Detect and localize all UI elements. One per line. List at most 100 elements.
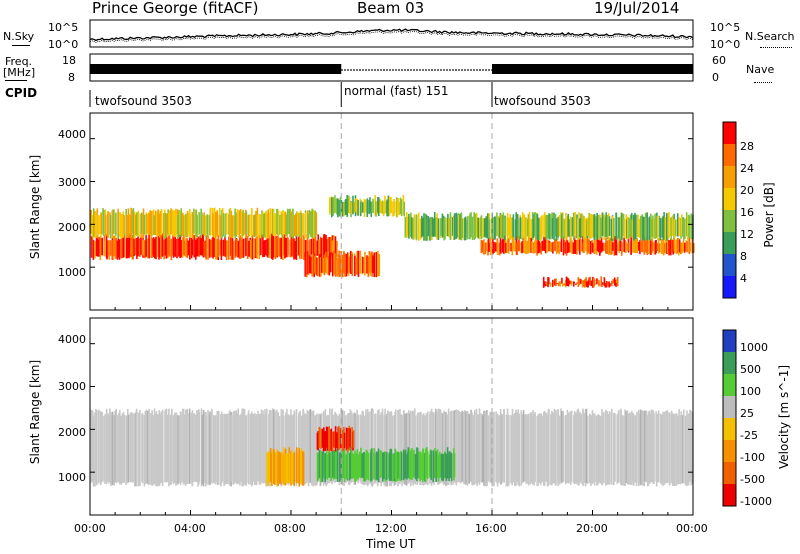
power-heatmap-cell [232,215,234,239]
power-heatmap-cell [608,237,611,254]
power-heatmap-cell [322,257,324,274]
velocity-heatmap-cell [555,410,557,485]
velocity-heatmap-cell [236,412,238,485]
power-heatmap-cell [240,211,243,238]
velocity-heatmap-cell [302,410,305,483]
power-heatmap-cell [392,201,394,217]
power-heatmap-cell [128,214,130,238]
velocity-heatmap-cell [143,415,146,487]
power-heatmap-cell [344,199,347,216]
power-heatmap-cell [474,213,477,239]
velocity-heatmap-cell [517,409,519,486]
power-heatmap-cell [524,235,527,254]
velocity-heatmap-cell [273,409,275,483]
power-heatmap-cell [465,216,467,241]
velocity-heatmap-cell [237,408,239,484]
velocity-heatmap-cell [351,448,353,479]
power-heatmap-cell [459,213,461,240]
power-heatmap-cell [267,238,269,258]
velocity-heatmap-cell [371,448,373,481]
power-heatmap-cell [398,202,400,216]
velocity-heatmap-cell [276,449,278,487]
velocity-heatmap-cell [397,410,400,484]
power-heatmap-cell [315,256,317,275]
power-heatmap-cell [644,236,647,253]
power-heatmap-cell [325,257,328,274]
power-heatmap-cell [635,214,637,239]
power-heatmap-cell [320,238,323,258]
power-heatmap-cell [108,239,111,260]
velocity-heatmap-cell [367,412,370,485]
power-heatmap-cell [594,239,596,254]
power-heatmap-cell [678,217,680,236]
velocity-cb-tick-m25: -25 [740,429,758,442]
velocity-heatmap-cell [483,410,485,486]
velocity-heatmap-cell [511,408,514,483]
power-heatmap-cell [334,195,336,214]
power-heatmap-cell [433,212,436,237]
power-heatmap-cell [667,235,669,253]
power-heatmap-cell [314,255,316,274]
velocity-heatmap-cell [335,414,338,482]
power-heatmap-cell [181,237,184,258]
velocity-heatmap-cell [196,410,198,482]
power-heatmap-cell [600,237,603,253]
power-heatmap-cell [216,214,219,238]
power-heatmap-cell [534,235,537,254]
velocity-heatmap-cell [314,415,316,486]
power-heatmap-cell [373,252,375,278]
velocity-heatmap-cell [160,411,163,483]
power-heatmap-cell [334,236,337,260]
velocity-heatmap-cell [575,412,577,484]
power-heatmap-cell [521,212,524,238]
power-heatmap-cell [144,240,146,259]
power-heatmap-cell [299,234,301,260]
power-heatmap-cell [137,235,139,257]
power-heatmap-cell [111,209,114,239]
velocity-heatmap-cell [121,413,124,483]
power-heatmap-cell [649,239,651,254]
velocity-heatmap-cell [321,451,324,483]
velocity-heatmap-cell [420,411,422,486]
power-heatmap-cell [258,236,261,256]
power-heatmap-cell [573,281,575,284]
power-heatmap-cell [253,239,255,260]
power-heatmap-cell [183,234,185,256]
power-heatmap-cell [332,197,334,216]
power-heatmap-cell [248,240,250,257]
velocity-heatmap-cell [458,411,460,482]
power-heatmap-cell [408,213,410,239]
velocity-heatmap-cell [573,411,576,485]
power-heatmap-cell [222,239,225,256]
velocity-heatmap-cell [496,414,499,487]
velocity-heatmap-cell [410,410,412,487]
power-heatmap-cell [441,213,444,238]
power-heatmap-cell [606,240,608,254]
velocity-heatmap-cell [291,450,293,484]
power-heatmap-cell [549,242,552,252]
power-heatmap-cell [229,208,232,238]
velocity-heatmap-cell [311,410,313,486]
velocity-heatmap-cell [424,415,426,485]
colorbar-frame [722,121,737,299]
power-heatmap-cell [543,236,545,251]
velocity-heatmap-cell [466,411,469,483]
velocity-heatmap-cell [331,431,334,452]
power-heatmap-cell [142,239,145,256]
power-heatmap-cell [615,279,617,287]
power-heatmap-cell [113,209,115,235]
power-heatmap-cell [95,236,98,256]
power-heatmap-cell [107,211,109,238]
velocity-heatmap-cell [171,408,173,482]
power-heatmap-cell [675,219,677,237]
velocity-heatmap-cell [408,448,411,479]
power-heatmap-cell [286,208,289,235]
power-heatmap-cell [313,210,315,239]
velocity-heatmap-cell [587,415,589,484]
velocity-heatmap-cell [213,415,216,483]
velocity-cb-tick-m1000: -1000 [740,495,772,508]
power-heatmap-cell [592,276,594,288]
power-heatmap-cell [592,215,594,238]
velocity-heatmap-cell [345,454,348,479]
velocity-heatmap-cell [433,452,435,479]
